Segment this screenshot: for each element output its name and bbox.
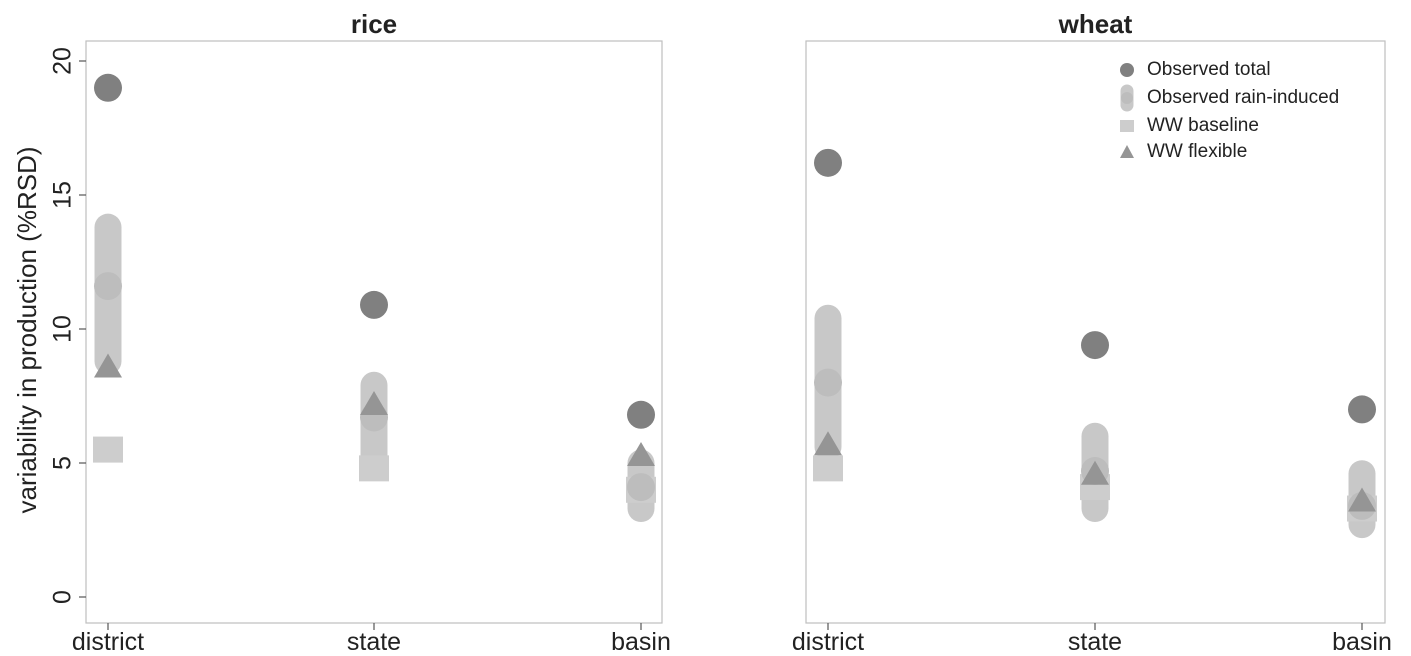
ww-flexible-marker (814, 431, 842, 456)
observed-total-marker (1348, 395, 1376, 424)
rain-induced-marker (627, 473, 655, 502)
legend: Observed total Observed rain-induced WW ba… (1120, 59, 1339, 162)
panel-title: rice (351, 9, 397, 39)
ww-flexible-marker (360, 391, 388, 416)
legend-label: Observed total (1147, 59, 1271, 80)
legend-observed-total-icon (1120, 63, 1134, 77)
ww-baseline-marker (93, 436, 123, 463)
observed-total-marker (94, 73, 122, 102)
x-tick-label: state (1068, 628, 1122, 656)
plot-frame (85, 40, 663, 624)
y-tick-label: 0 (49, 590, 77, 604)
x-tick-label: basin (611, 628, 671, 656)
y-tick-label: 10 (49, 315, 77, 343)
rain-induced-marker (94, 272, 122, 301)
observed-total-marker (360, 290, 388, 319)
ww-flexible-marker (1348, 487, 1376, 512)
observed-total-marker (814, 148, 842, 177)
legend-label: WW baseline (1147, 115, 1259, 136)
observed-total-marker (627, 400, 655, 429)
ww-flexible-marker (1081, 460, 1109, 485)
ww-baseline-marker (359, 455, 389, 482)
rice-panel: rice district state basin 0 5 10 15 20 (49, 9, 671, 656)
ww-flexible-marker (627, 441, 655, 466)
legend-label: Observed rain-induced (1147, 87, 1339, 108)
x-tick-label: state (347, 628, 401, 656)
legend-rain-induced-point (1121, 92, 1133, 104)
x-tick-label: district (792, 628, 864, 656)
legend-ww-baseline-icon (1120, 120, 1134, 132)
ww-baseline-marker (813, 455, 843, 482)
y-tick-label: 5 (49, 456, 77, 470)
x-tick-label: basin (1332, 628, 1392, 656)
y-tick-label: 15 (49, 181, 77, 209)
legend-label: WW flexible (1147, 141, 1247, 162)
rain-induced-marker (814, 368, 842, 397)
x-tick-label: district (72, 628, 144, 656)
observed-total-marker (1081, 331, 1109, 360)
panel-title: wheat (1058, 9, 1133, 39)
y-axis-label: variability in production (%RSD) (12, 146, 42, 513)
y-tick-label: 20 (49, 47, 77, 75)
legend-ww-flexible-icon (1120, 145, 1134, 158)
ww-flexible-marker (94, 353, 122, 378)
